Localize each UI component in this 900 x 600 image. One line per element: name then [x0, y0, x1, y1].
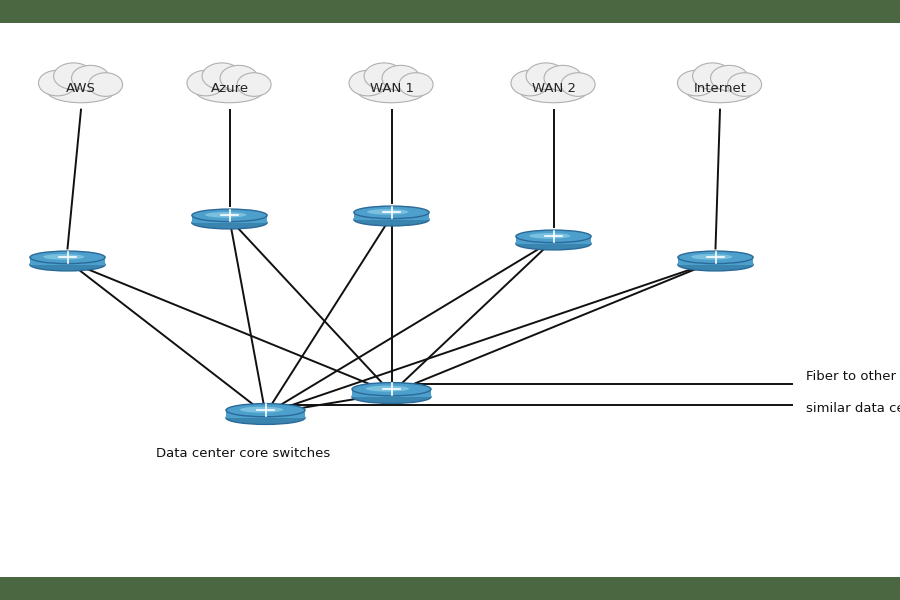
Ellipse shape — [678, 251, 753, 263]
Ellipse shape — [367, 209, 409, 215]
Text: Fiber to other: Fiber to other — [806, 370, 896, 383]
Ellipse shape — [399, 73, 433, 97]
Ellipse shape — [382, 65, 419, 91]
Ellipse shape — [30, 251, 105, 263]
FancyBboxPatch shape — [678, 257, 753, 265]
Ellipse shape — [526, 63, 566, 89]
Ellipse shape — [220, 65, 258, 91]
Ellipse shape — [226, 404, 305, 417]
Text: WAN 1: WAN 1 — [370, 82, 413, 95]
FancyBboxPatch shape — [226, 410, 305, 418]
Text: Data center core switches: Data center core switches — [156, 447, 330, 460]
Ellipse shape — [71, 65, 110, 91]
Ellipse shape — [352, 390, 431, 403]
Ellipse shape — [195, 79, 264, 103]
Text: AWS: AWS — [66, 82, 96, 95]
Ellipse shape — [30, 259, 105, 271]
Ellipse shape — [202, 63, 242, 89]
Ellipse shape — [237, 73, 271, 97]
Ellipse shape — [349, 70, 387, 96]
Ellipse shape — [529, 233, 571, 239]
FancyBboxPatch shape — [516, 236, 591, 244]
Bar — [0, 577, 900, 600]
FancyBboxPatch shape — [30, 257, 105, 265]
Ellipse shape — [711, 65, 749, 91]
Text: WAN 2: WAN 2 — [532, 82, 575, 95]
Ellipse shape — [352, 383, 431, 396]
Ellipse shape — [39, 70, 76, 96]
Ellipse shape — [516, 238, 591, 250]
FancyBboxPatch shape — [354, 212, 429, 220]
Ellipse shape — [88, 73, 122, 97]
Ellipse shape — [678, 70, 716, 96]
Ellipse shape — [691, 254, 733, 260]
Ellipse shape — [226, 411, 305, 424]
Ellipse shape — [364, 63, 404, 89]
Ellipse shape — [47, 79, 115, 103]
Ellipse shape — [43, 254, 85, 260]
Text: Internet: Internet — [694, 82, 746, 95]
Ellipse shape — [544, 65, 581, 91]
Ellipse shape — [561, 73, 595, 97]
Ellipse shape — [519, 79, 588, 103]
Ellipse shape — [511, 70, 549, 96]
Ellipse shape — [192, 217, 267, 229]
Ellipse shape — [678, 259, 753, 271]
Ellipse shape — [354, 206, 429, 218]
FancyBboxPatch shape — [352, 389, 431, 397]
Bar — [0, 0, 900, 23]
Text: Azure: Azure — [211, 82, 248, 95]
Ellipse shape — [192, 209, 267, 221]
Ellipse shape — [727, 73, 761, 97]
Ellipse shape — [187, 70, 225, 96]
Ellipse shape — [686, 79, 754, 103]
FancyBboxPatch shape — [192, 215, 267, 223]
Ellipse shape — [205, 212, 247, 218]
Ellipse shape — [365, 386, 410, 392]
Ellipse shape — [693, 63, 733, 89]
Ellipse shape — [239, 407, 284, 413]
Ellipse shape — [516, 230, 591, 242]
Ellipse shape — [357, 79, 426, 103]
Ellipse shape — [54, 63, 94, 89]
Ellipse shape — [354, 214, 429, 226]
Text: similar data center: similar data center — [806, 401, 900, 415]
